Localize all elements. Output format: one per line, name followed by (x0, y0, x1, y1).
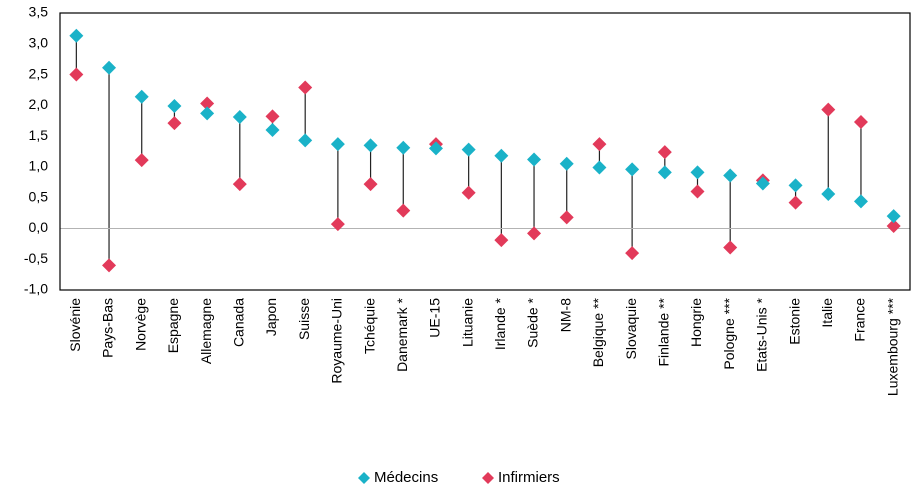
x-tick-label-slovenie: Slovénie (67, 298, 83, 352)
legend-item-medecins: Médecins (358, 469, 438, 486)
y-tick-label: 2,0 (29, 96, 49, 112)
point-infirmiers-irlande (494, 233, 509, 248)
x-tick-label-etats-unis: Etats-Unis * (754, 297, 770, 371)
point-medecins-nm-8 (559, 156, 574, 171)
point-medecins-estonie (788, 178, 803, 193)
point-infirmiers-canada (232, 177, 247, 192)
point-infirmiers-italie (821, 102, 836, 117)
point-infirmiers-espagne (167, 116, 182, 131)
x-tick-label-france: France (852, 298, 868, 342)
x-tick-label-pays-bas: Pays-Bas (100, 298, 116, 358)
point-medecins-espagne (167, 98, 182, 113)
point-infirmiers-slovaquie (625, 246, 640, 261)
point-medecins-luxembourg (886, 209, 901, 224)
x-tick-label-canada: Canada (231, 298, 247, 347)
legend: Médecins Infirmiers (358, 469, 560, 486)
point-medecins-slovenie (69, 28, 84, 43)
legend-label-infirmiers: Infirmiers (498, 469, 560, 486)
point-infirmiers-suisse (298, 80, 313, 95)
point-infirmiers-royaume-uni (330, 217, 345, 232)
legend-marker-medecins (358, 472, 370, 484)
point-infirmiers-allemagne (200, 96, 215, 111)
point-medecins-pologne (723, 168, 738, 183)
y-tick-label: 3,5 (29, 4, 49, 20)
point-medecins-danemark (396, 140, 411, 155)
point-infirmiers-norvege (134, 153, 149, 168)
x-tick-label-royaume-uni: Royaume-Uni (329, 298, 345, 384)
point-infirmiers-belgique (592, 137, 607, 152)
point-infirmiers-pays-bas (102, 258, 117, 273)
point-medecins-canada (232, 110, 247, 125)
point-medecins-italie (821, 186, 836, 201)
point-infirmiers-danemark (396, 203, 411, 218)
x-tick-label-espagne: Espagne (165, 298, 181, 353)
x-tick-label-tchequie: Tchéquie (361, 298, 377, 354)
point-infirmiers-lituanie (461, 185, 476, 200)
x-tick-label-norvege: Norvège (132, 298, 148, 351)
x-tick-label-allemagne: Allemagne (198, 298, 214, 364)
x-tick-label-belgique: Belgique ** (590, 297, 606, 367)
point-medecins-belgique (592, 160, 607, 175)
y-tick-label: 1,5 (29, 127, 49, 143)
y-tick-label: 0,5 (29, 188, 49, 204)
legend-label-medecins: Médecins (374, 469, 438, 486)
point-medecins-ue-15 (428, 141, 443, 156)
legend-item-infirmiers: Infirmiers (482, 469, 560, 486)
point-medecins-suede (527, 152, 542, 167)
point-medecins-irlande (494, 148, 509, 163)
x-tick-label-irlande: Irlande * (492, 297, 508, 350)
y-tick-label: 2,5 (29, 65, 49, 81)
point-medecins-japon (265, 122, 280, 137)
point-medecins-lituanie (461, 142, 476, 157)
x-tick-label-finlande: Finlande ** (656, 297, 672, 366)
plot-frame (59, 12, 911, 291)
x-tick-label-nm-8: NM-8 (557, 298, 573, 332)
point-infirmiers-tchequie (363, 177, 378, 192)
point-medecins-norvege (134, 89, 149, 104)
point-infirmiers-pologne (723, 240, 738, 255)
x-tick-label-hongrie: Hongrie (688, 298, 704, 347)
x-tick-label-ue-15: UE-15 (427, 298, 443, 338)
point-medecins-hongrie (690, 165, 705, 180)
x-tick-label-pologne: Pologne *** (721, 297, 737, 369)
data-points (69, 28, 901, 273)
point-medecins-etats-unis (755, 176, 770, 191)
point-medecins-suisse (298, 133, 313, 148)
point-medecins-finlande (657, 165, 672, 180)
point-medecins-royaume-uni (330, 137, 345, 152)
x-axis-ticks: Slovénie Pays-Bas Norvège Espagne Allemagne C… (67, 297, 900, 396)
x-tick-label-suede: Suède * (525, 297, 541, 347)
legend-marker-infirmiers (482, 472, 494, 484)
point-infirmiers-hongrie (690, 184, 705, 199)
point-medecins-pays-bas (102, 60, 117, 75)
point-infirmiers-suede (527, 226, 542, 241)
y-tick-label: -0,5 (24, 250, 48, 266)
point-infirmiers-france (853, 114, 868, 129)
point-infirmiers-luxembourg (886, 218, 901, 233)
x-tick-label-lituanie: Lituanie (459, 298, 475, 347)
point-medecins-tchequie (363, 138, 378, 153)
point-infirmiers-slovenie (69, 67, 84, 82)
x-tick-label-suisse: Suisse (296, 298, 312, 340)
x-tick-label-slovaquie: Slovaquie (623, 298, 639, 360)
x-tick-label-danemark: Danemark * (394, 297, 410, 371)
x-tick-label-japon: Japon (263, 298, 279, 336)
x-tick-label-luxembourg: Luxembourg *** (884, 297, 900, 396)
point-medecins-allemagne (200, 106, 215, 121)
y-tick-label: 1,0 (29, 158, 49, 174)
y-tick-label: -1,0 (24, 281, 48, 297)
point-infirmiers-japon (265, 109, 280, 124)
point-infirmiers-finlande (657, 145, 672, 160)
y-axis-ticks: 3,5 3,0 2,5 2,0 1,5 1,0 0,5 0,0 -0,5 -1,0 (24, 4, 48, 297)
x-tick-label-italie: Italie (819, 298, 835, 328)
point-infirmiers-nm-8 (559, 210, 574, 225)
y-tick-label: 3,0 (29, 34, 49, 50)
point-medecins-slovaquie (625, 162, 640, 177)
x-tick-label-estonie: Estonie (786, 298, 802, 345)
point-medecins-france (853, 194, 868, 209)
connector-lines (75, 35, 895, 266)
point-infirmiers-estonie (788, 195, 803, 210)
y-tick-label: 0,0 (29, 219, 49, 235)
